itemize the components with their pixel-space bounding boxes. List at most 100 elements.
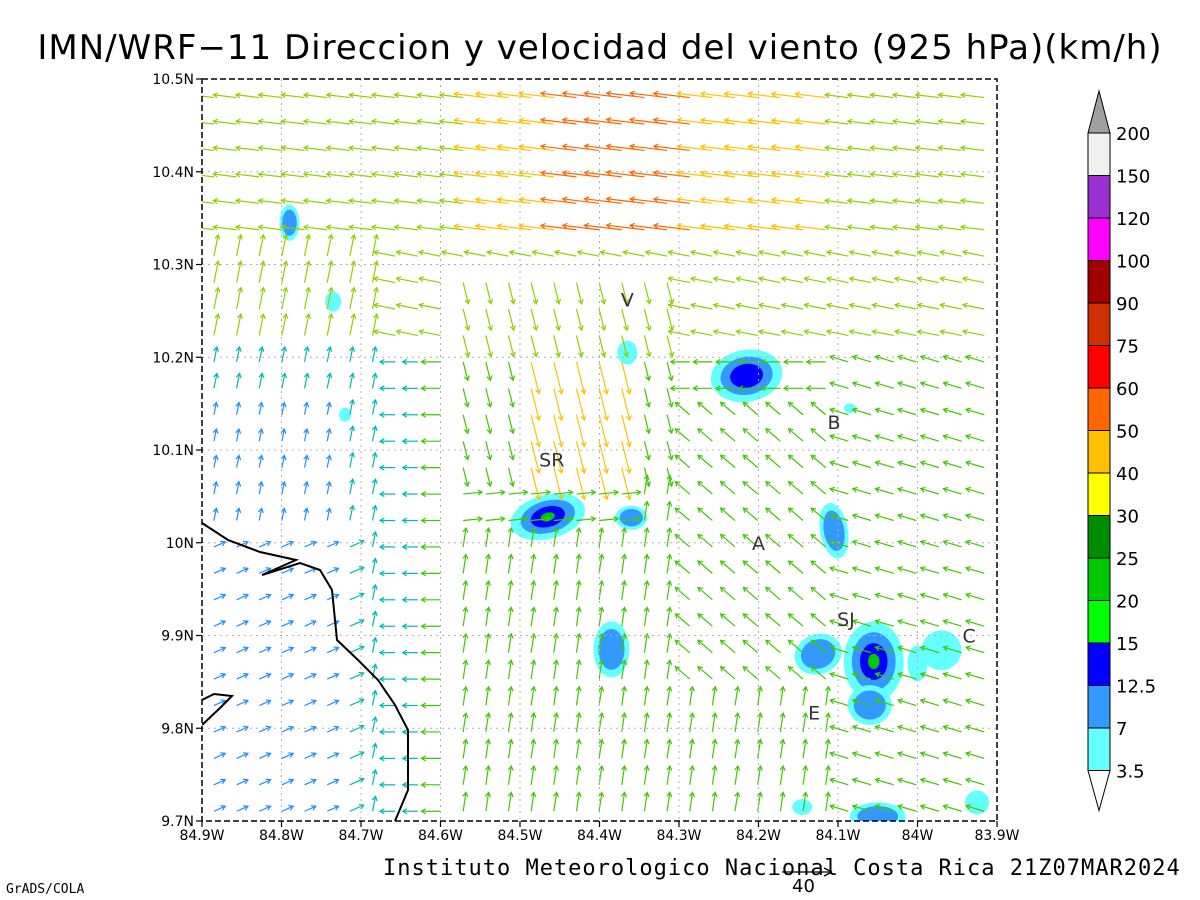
- wind-arrow: [531, 515, 552, 522]
- reference-vector: [782, 867, 833, 877]
- wind-arrow: [756, 791, 763, 812]
- wind-arrow: [942, 777, 962, 786]
- wind-arrow: [507, 791, 514, 812]
- wind-arrow: [621, 526, 627, 548]
- wind-arrow: [325, 197, 350, 204]
- wind-arrow: [666, 606, 673, 627]
- wind-arrow: [378, 649, 396, 656]
- wind-arrow: [742, 401, 759, 416]
- wind-arrow: [463, 489, 484, 496]
- wind-arrow: [874, 513, 894, 522]
- wind-arrow: [420, 543, 441, 550]
- wind-arrow: [212, 427, 219, 442]
- wind-arrow: [719, 428, 736, 442]
- wind-arrow: [735, 249, 758, 257]
- wind-arrow: [326, 345, 333, 363]
- wind-arrow: [485, 711, 492, 733]
- wind-arrow: [851, 460, 872, 469]
- wind-arrow: [518, 90, 554, 99]
- wind-arrow: [851, 804, 872, 812]
- wind-arrow: [823, 224, 849, 231]
- wind-arrow: [629, 90, 668, 99]
- lat-tick-label: 10.1N: [152, 443, 194, 459]
- wind-arrow: [765, 533, 781, 548]
- wind-arrow: [697, 639, 713, 654]
- wind-arrow: [202, 121, 214, 125]
- wind-arrow: [507, 738, 514, 759]
- wind-arrow: [621, 659, 627, 680]
- wind-arrow: [666, 441, 674, 461]
- wind-arrow: [737, 385, 758, 392]
- wind-arrow: [258, 593, 272, 601]
- wind-arrow: [697, 586, 713, 601]
- wind-arrow: [964, 698, 985, 707]
- wind-arrow: [605, 196, 645, 204]
- wind-arrow: [303, 260, 312, 283]
- wind-arrow: [325, 507, 332, 521]
- wind-arrow: [234, 145, 260, 152]
- wind-arrow: [629, 117, 668, 125]
- wind-arrow: [719, 613, 736, 627]
- wind-arrow: [553, 526, 560, 548]
- wind-arrow: [598, 282, 607, 305]
- wind-arrow: [757, 249, 781, 257]
- wind-arrow: [599, 515, 620, 522]
- wind-arrow: [539, 222, 577, 231]
- wind-arrow: [699, 117, 736, 125]
- wind-arrow: [416, 197, 441, 204]
- wind-arrow: [371, 372, 378, 389]
- wind-arrow: [575, 553, 582, 574]
- wind-arrow: [212, 401, 219, 415]
- wind-arrow: [372, 276, 396, 284]
- wind-arrow: [280, 224, 305, 231]
- wind-arrow: [874, 751, 894, 759]
- wind-arrow: [823, 171, 849, 178]
- wind-arrow: [418, 249, 441, 257]
- wind-arrow: [416, 224, 441, 231]
- wind-arrow: [420, 755, 441, 762]
- wind-arrow: [719, 639, 736, 654]
- speed-shade: [921, 630, 962, 671]
- wind-arrow: [779, 711, 786, 733]
- wind-arrow: [485, 579, 492, 600]
- legend-label: 150: [1116, 167, 1150, 188]
- wind-arrow: [688, 738, 695, 759]
- wind-arrow: [697, 507, 713, 521]
- wind-arrow: [280, 427, 287, 442]
- wind-arrow: [401, 570, 418, 577]
- wind-arrow: [393, 118, 418, 125]
- wind-arrow: [462, 606, 469, 627]
- wind-arrow: [874, 460, 894, 469]
- wind-arrow: [258, 672, 272, 680]
- wind-arrow: [235, 372, 242, 389]
- wind-arrow: [539, 90, 577, 99]
- wind-arrow: [326, 312, 334, 336]
- wind-arrow: [553, 282, 562, 305]
- wind-arrow: [280, 171, 305, 178]
- legend-label: 60: [1116, 379, 1139, 400]
- legend-label: 20: [1116, 592, 1139, 613]
- wind-arrow: [302, 118, 328, 125]
- wind-arrow: [401, 702, 418, 709]
- wind-arrow: [723, 196, 758, 204]
- wind-arrow: [823, 118, 849, 125]
- wind-arrow: [302, 197, 328, 204]
- wind-arrow: [919, 486, 940, 495]
- wind-arrow: [643, 282, 652, 305]
- wind-arrow: [371, 425, 378, 442]
- wind-arrow: [787, 428, 804, 442]
- coastline: [202, 522, 409, 821]
- lon-tick-label: 84.3W: [656, 828, 701, 844]
- wind-arrow: [496, 170, 532, 178]
- wind-arrow: [553, 249, 577, 257]
- wind-arrow: [507, 659, 514, 680]
- wind-arrow: [770, 170, 804, 178]
- wind-arrow: [452, 144, 486, 152]
- wind-arrow: [829, 671, 849, 680]
- wind-arrow: [485, 515, 506, 522]
- wind-arrow: [257, 145, 282, 152]
- wind-arrow: [712, 302, 736, 310]
- wind-arrow: [416, 171, 441, 178]
- wind-arrow: [896, 751, 917, 759]
- wind-arrow: [851, 539, 872, 548]
